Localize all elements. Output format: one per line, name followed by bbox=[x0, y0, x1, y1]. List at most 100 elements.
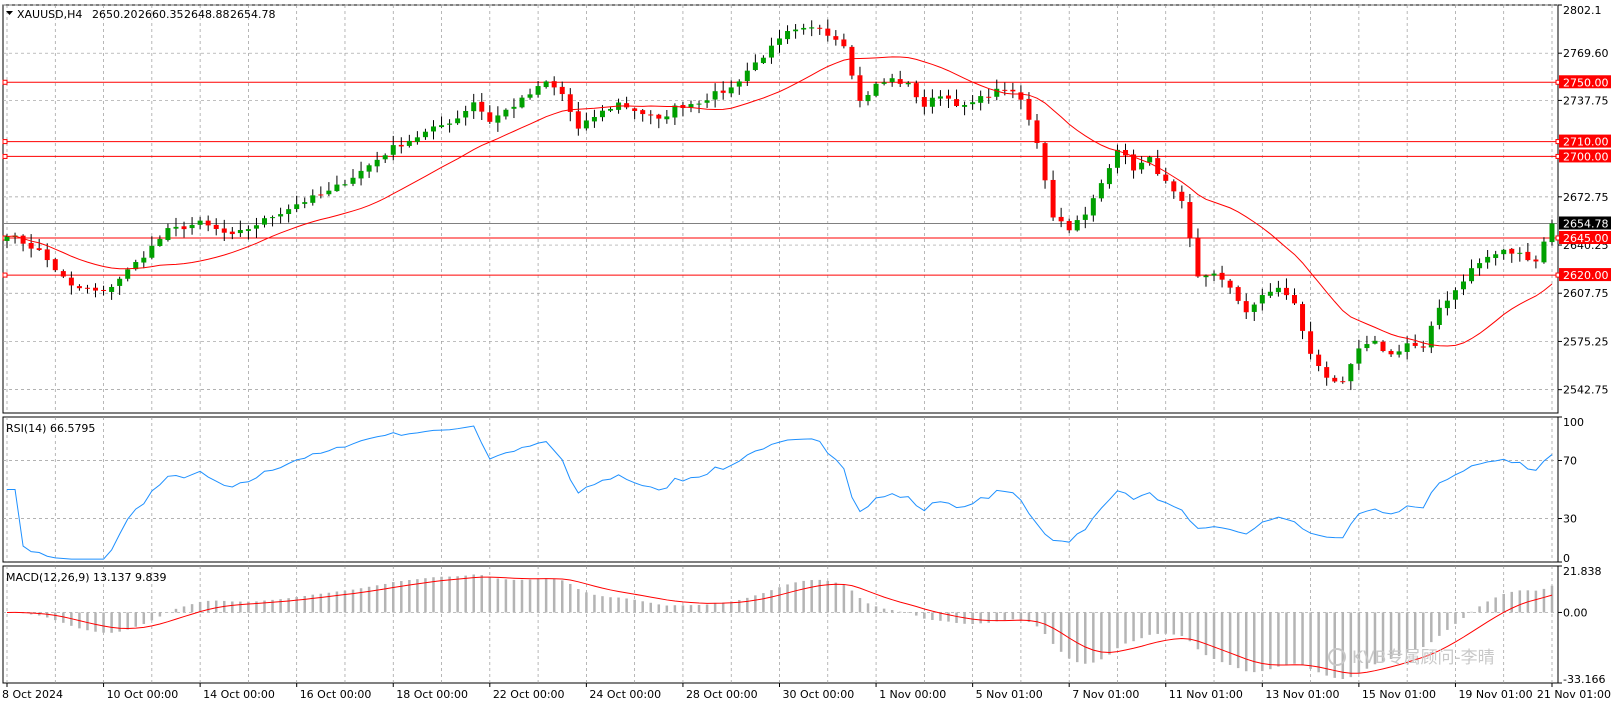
price-axis-tick-label: 2542.75 bbox=[1563, 384, 1609, 397]
candle-body bbox=[632, 108, 638, 111]
candle-body bbox=[1235, 287, 1241, 301]
level-handle[interactable] bbox=[2, 139, 8, 145]
candle-body bbox=[704, 100, 710, 103]
main-panel[interactable] bbox=[2, 4, 1559, 414]
candle-body bbox=[1042, 143, 1048, 181]
price-axis-tick-label: 2575.25 bbox=[1563, 335, 1609, 348]
candle-body bbox=[1332, 377, 1338, 382]
candle-body bbox=[696, 103, 702, 105]
candle-body bbox=[1123, 149, 1129, 156]
level-price-tag-label: 2620.00 bbox=[1563, 269, 1609, 282]
candle-body bbox=[511, 106, 517, 109]
ohlc-open: 2650.20 bbox=[92, 8, 138, 21]
candle-body bbox=[374, 159, 380, 167]
macd-axis-tick-label: -33.166 bbox=[1563, 673, 1605, 686]
candle-body bbox=[382, 155, 388, 160]
candle-body bbox=[1444, 300, 1450, 309]
candle-body bbox=[366, 165, 372, 172]
candle-body bbox=[954, 99, 960, 106]
candle-body bbox=[575, 111, 581, 129]
time-axis-label: 18 Oct 00:00 bbox=[396, 688, 468, 701]
candle-body bbox=[664, 116, 670, 120]
candle-body bbox=[1098, 183, 1104, 199]
rsi-axis-tick-label: 100 bbox=[1563, 416, 1584, 429]
candle-body bbox=[945, 95, 951, 99]
candle-body bbox=[1292, 294, 1297, 304]
candle-body bbox=[181, 226, 187, 230]
candle-body bbox=[165, 228, 171, 241]
candle-body bbox=[1058, 216, 1064, 222]
candle-body bbox=[1412, 342, 1418, 346]
level-handle[interactable] bbox=[2, 79, 8, 85]
watermark-text: KVB专属顾问-李晴 bbox=[1352, 648, 1495, 668]
candle-body bbox=[889, 78, 895, 83]
candle-body bbox=[1501, 249, 1507, 255]
candle-body bbox=[543, 81, 549, 88]
level-handle[interactable] bbox=[2, 153, 8, 159]
candle-body bbox=[495, 115, 501, 123]
time-axis-label: 14 Oct 00:00 bbox=[203, 688, 275, 701]
time-axis-label: 19 Nov 01:00 bbox=[1458, 688, 1532, 701]
candle-body bbox=[422, 131, 428, 138]
candle-body bbox=[1525, 251, 1531, 261]
candle-body bbox=[994, 88, 1000, 97]
candle-body bbox=[1316, 354, 1322, 366]
candle-body bbox=[752, 62, 758, 71]
price-series bbox=[2, 19, 1561, 391]
candle-body bbox=[350, 177, 356, 184]
candle-body bbox=[1251, 304, 1257, 312]
price-axis-tick-label: 2737.75 bbox=[1563, 94, 1609, 107]
moving-average-line bbox=[6, 56, 1553, 347]
candle-body bbox=[1195, 237, 1201, 277]
candle-body bbox=[978, 96, 984, 103]
macd-panel[interactable] bbox=[2, 565, 1559, 684]
candle-body bbox=[1074, 220, 1080, 231]
level-price-tag: 2645.00 bbox=[1559, 230, 1611, 245]
candle-body bbox=[1163, 174, 1169, 181]
candle-body bbox=[1420, 346, 1426, 348]
candle-body bbox=[1549, 223, 1555, 243]
current-price-tag-bg bbox=[1559, 216, 1611, 230]
candle-body bbox=[44, 249, 50, 261]
candle-body bbox=[141, 257, 147, 263]
candle-body bbox=[253, 225, 259, 229]
level-price-tag: 2710.00 bbox=[1559, 134, 1611, 149]
symbol-title: XAUUSD,H4 bbox=[17, 8, 82, 21]
dropdown-triangle-icon[interactable] bbox=[6, 11, 13, 15]
candle-body bbox=[962, 105, 968, 107]
candle-body bbox=[599, 110, 605, 118]
candle-body bbox=[101, 289, 107, 291]
candle-body bbox=[1348, 364, 1354, 382]
price-axis-tick-label: 2672.75 bbox=[1563, 191, 1609, 204]
candle-body bbox=[873, 83, 879, 96]
level-price-tag-label: 2645.00 bbox=[1563, 232, 1609, 245]
candle-body bbox=[20, 235, 26, 244]
candle-body bbox=[1436, 307, 1442, 325]
time-axis-label: 21 Nov 01:00 bbox=[1537, 688, 1611, 701]
macd-axis-tick-label: 0.00 bbox=[1563, 606, 1588, 619]
level-price-tag-bg bbox=[1559, 230, 1611, 244]
candle-body bbox=[809, 27, 815, 29]
candle-body bbox=[1300, 304, 1306, 331]
candle-body bbox=[1034, 120, 1040, 143]
candle-body bbox=[608, 108, 614, 111]
price-axis-tick-label: 2607.75 bbox=[1563, 287, 1609, 300]
candle-body bbox=[744, 70, 750, 82]
candle-body bbox=[913, 83, 919, 98]
candle-body bbox=[229, 231, 235, 235]
candle-body bbox=[262, 218, 267, 225]
time-axis-label: 15 Nov 01:00 bbox=[1362, 688, 1436, 701]
level-price-tag-label: 2700.00 bbox=[1563, 150, 1609, 163]
candle-body bbox=[1082, 214, 1088, 220]
current-price-tag-label: 2654.78 bbox=[1563, 217, 1609, 230]
rsi-title: RSI(14) 66.5795 bbox=[6, 422, 95, 435]
level-handle[interactable] bbox=[2, 272, 8, 278]
candle-body bbox=[817, 27, 823, 29]
rsi-panel[interactable] bbox=[2, 416, 1559, 563]
level-price-tag: 2750.00 bbox=[1559, 75, 1611, 89]
level-price-tag-bg bbox=[1559, 75, 1611, 89]
candle-body bbox=[93, 287, 99, 291]
candle-body bbox=[937, 96, 943, 99]
candle-body bbox=[1171, 181, 1177, 192]
